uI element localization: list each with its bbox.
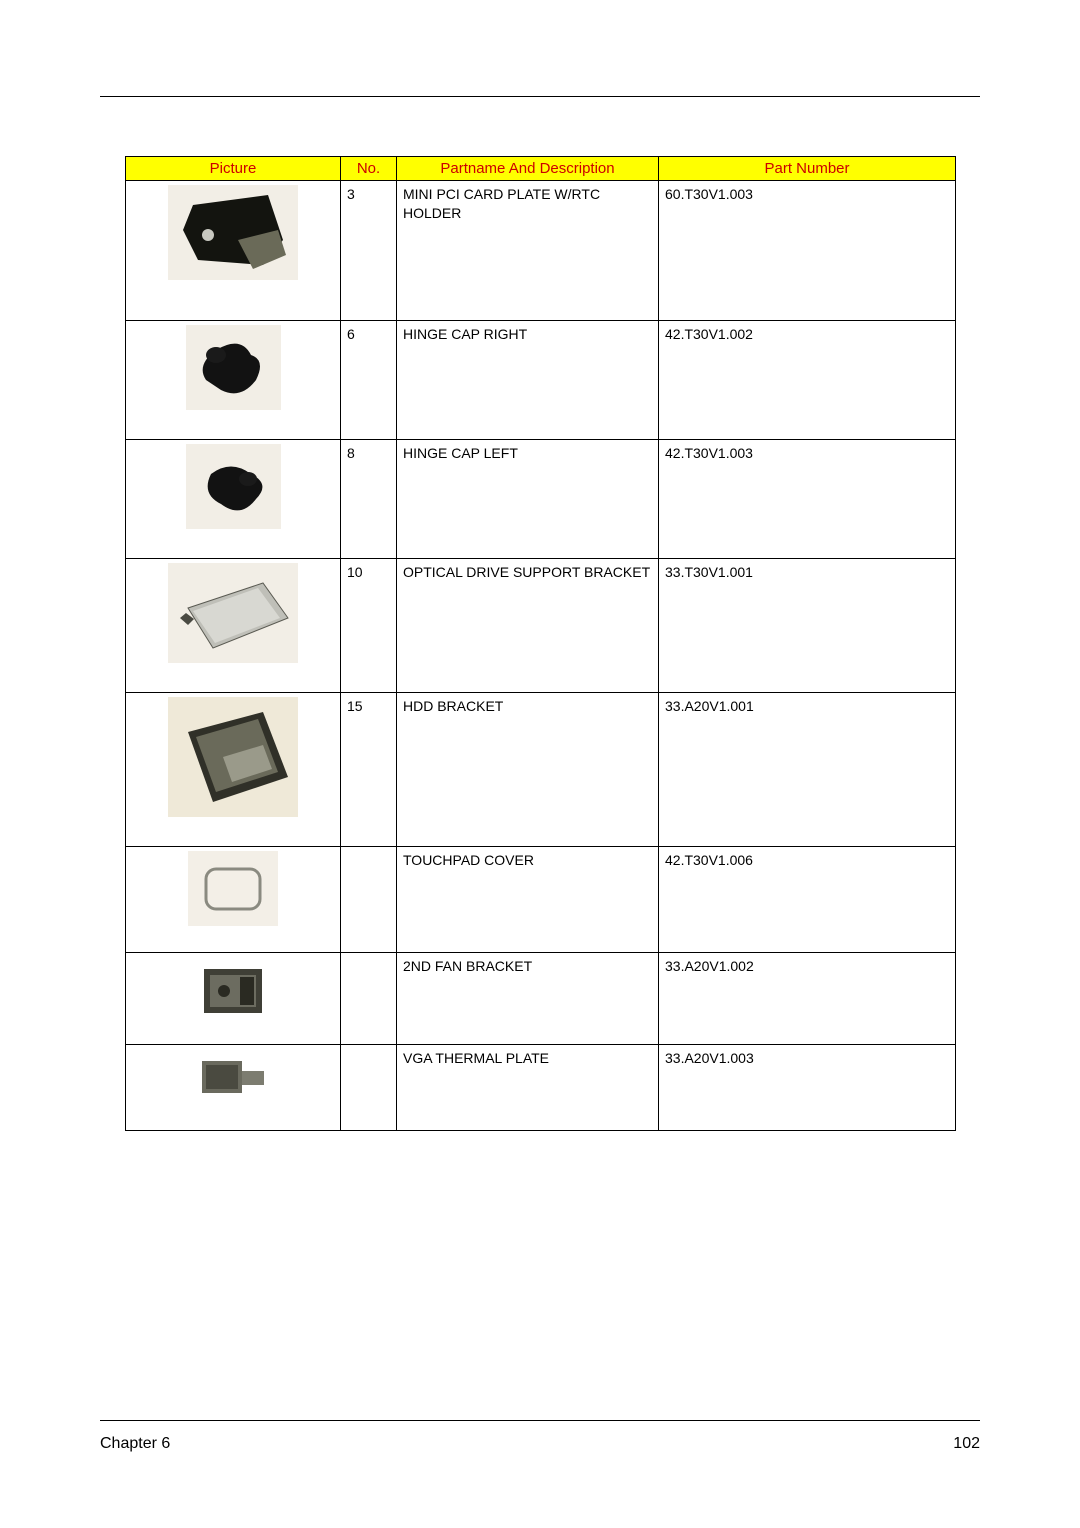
table-row: 10 OPTICAL DRIVE SUPPORT BRACKET 33.T30V… (126, 559, 956, 693)
cell-pn: 42.T30V1.006 (659, 847, 956, 953)
table-header-row: Picture No. Partname And Description Par… (126, 157, 956, 181)
part-picture (126, 1045, 341, 1131)
cell-pn: 42.T30V1.002 (659, 321, 956, 440)
cell-desc: TOUCHPAD COVER (397, 847, 659, 953)
header-rule (100, 96, 980, 97)
cell-no: 10 (341, 559, 397, 693)
page-footer: Chapter 6 102 (100, 1420, 980, 1453)
cell-no: 8 (341, 440, 397, 559)
cell-desc: HINGE CAP RIGHT (397, 321, 659, 440)
part-picture (126, 693, 341, 847)
cell-no (341, 1045, 397, 1131)
footer-page-number: 102 (953, 1435, 980, 1453)
table-row: 2ND FAN BRACKET 33.A20V1.002 (126, 953, 956, 1045)
vga-thermal-plate-icon (194, 1049, 272, 1104)
table-row: 15 HDD BRACKET 33.A20V1.001 (126, 693, 956, 847)
footer-chapter: Chapter 6 (100, 1435, 170, 1453)
cell-pn: 33.A20V1.002 (659, 953, 956, 1045)
col-header-no: No. (341, 157, 397, 181)
footer-rule (100, 1420, 980, 1421)
fan-bracket-icon (194, 957, 272, 1025)
cell-no: 15 (341, 693, 397, 847)
cell-desc: HDD BRACKET (397, 693, 659, 847)
cell-pn: 33.A20V1.001 (659, 693, 956, 847)
cell-pn: 33.A20V1.003 (659, 1045, 956, 1131)
table-row: VGA THERMAL PLATE 33.A20V1.003 (126, 1045, 956, 1131)
cell-no: 3 (341, 181, 397, 321)
part-picture (126, 953, 341, 1045)
page: Picture No. Partname And Description Par… (0, 0, 1080, 1528)
part-picture (126, 181, 341, 321)
col-header-pn: Part Number (659, 157, 956, 181)
optical-bracket-icon (168, 563, 298, 663)
col-header-picture: Picture (126, 157, 341, 181)
table-row: 3 MINI PCI CARD PLATE W/RTC HOLDER 60.T3… (126, 181, 956, 321)
cell-desc: OPTICAL DRIVE SUPPORT BRACKET (397, 559, 659, 693)
part-picture (126, 440, 341, 559)
cell-pn: 33.T30V1.001 (659, 559, 956, 693)
table-row: TOUCHPAD COVER 42.T30V1.006 (126, 847, 956, 953)
cell-desc: VGA THERMAL PLATE (397, 1045, 659, 1131)
mini-pci-plate-icon (168, 185, 298, 280)
cell-no (341, 847, 397, 953)
cell-pn: 42.T30V1.003 (659, 440, 956, 559)
hinge-cap-left-icon (186, 444, 281, 529)
part-picture (126, 559, 341, 693)
cell-desc: MINI PCI CARD PLATE W/RTC HOLDER (397, 181, 659, 321)
col-header-desc: Partname And Description (397, 157, 659, 181)
hdd-bracket-icon (168, 697, 298, 817)
parts-table: Picture No. Partname And Description Par… (125, 156, 956, 1131)
table-row: 8 HINGE CAP LEFT 42.T30V1.003 (126, 440, 956, 559)
hinge-cap-right-icon (186, 325, 281, 410)
table-row: 6 HINGE CAP RIGHT 42.T30V1.002 (126, 321, 956, 440)
part-picture (126, 847, 341, 953)
cell-no (341, 953, 397, 1045)
cell-no: 6 (341, 321, 397, 440)
touchpad-cover-icon (188, 851, 278, 926)
part-picture (126, 321, 341, 440)
cell-pn: 60.T30V1.003 (659, 181, 956, 321)
cell-desc: 2ND FAN BRACKET (397, 953, 659, 1045)
cell-desc: HINGE CAP LEFT (397, 440, 659, 559)
